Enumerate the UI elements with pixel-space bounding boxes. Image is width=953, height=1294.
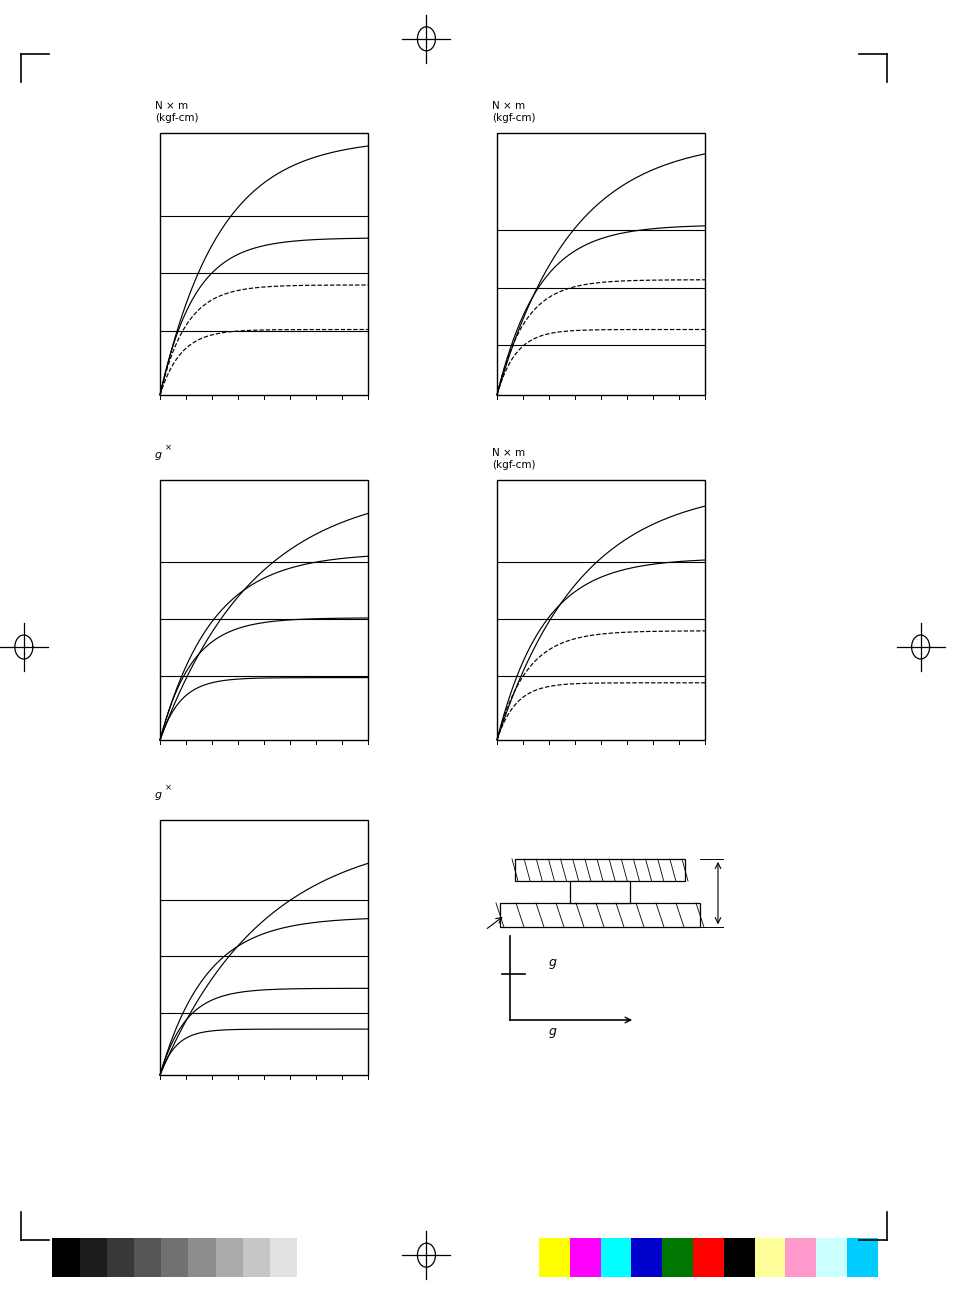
Bar [600, 1238, 631, 1277]
Text: ×: × [165, 443, 172, 452]
Bar [661, 1238, 692, 1277]
Text: g: g [548, 1025, 556, 1038]
Text: (kgf-cm): (kgf-cm) [492, 459, 535, 470]
Bar [784, 1238, 815, 1277]
Bar [160, 820, 368, 1075]
Bar [723, 1238, 754, 1277]
Text: (kgf-cm): (kgf-cm) [492, 113, 535, 123]
Text: N × m: N × m [154, 101, 188, 111]
Bar [497, 133, 704, 395]
Text: g: g [154, 450, 162, 459]
Bar [515, 859, 684, 881]
Bar [160, 133, 368, 395]
Bar [569, 1238, 600, 1277]
Bar [215, 1238, 242, 1277]
Text: g: g [154, 791, 162, 800]
Bar [107, 1238, 133, 1277]
Bar [569, 881, 629, 903]
Bar [161, 1238, 188, 1277]
Bar [52, 1238, 79, 1277]
Bar [846, 1238, 877, 1277]
Bar [499, 903, 700, 928]
Bar [242, 1238, 270, 1277]
Bar [497, 480, 704, 740]
Bar [815, 1238, 846, 1277]
Bar [754, 1238, 784, 1277]
Bar [296, 1238, 324, 1277]
Bar [538, 1238, 569, 1277]
Text: ×: × [165, 783, 172, 792]
Bar [631, 1238, 661, 1277]
Bar [79, 1238, 107, 1277]
Text: g: g [548, 956, 556, 969]
Text: N × m: N × m [492, 101, 524, 111]
Text: N × m: N × m [492, 448, 524, 458]
Text: (kgf-cm): (kgf-cm) [154, 113, 198, 123]
Bar [270, 1238, 296, 1277]
Bar [160, 480, 368, 740]
Bar [692, 1238, 723, 1277]
Bar [133, 1238, 161, 1277]
Bar [188, 1238, 215, 1277]
